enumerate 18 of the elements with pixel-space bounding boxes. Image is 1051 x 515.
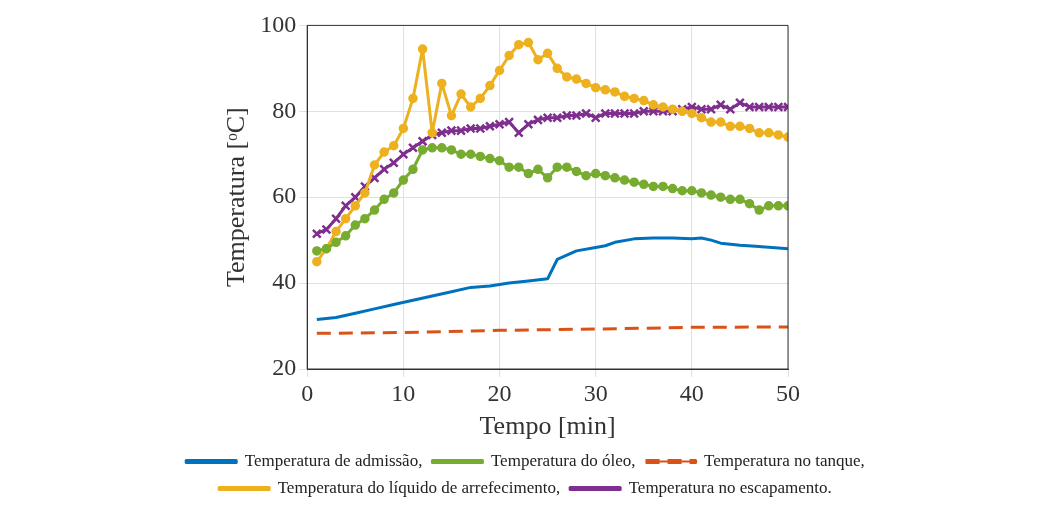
x-tick-label: 50 [776, 379, 800, 406]
y-tick-label: 20 [272, 354, 297, 381]
legend-label: Temperatura de admissão, [244, 450, 423, 470]
x-tick-label: 20 [487, 379, 512, 406]
x-tick-label: 40 [679, 379, 704, 406]
y-axis-title: Temperatura [ᵒC] [221, 107, 251, 288]
y-tick-label: 40 [272, 268, 297, 295]
x-tick-label: 30 [583, 379, 608, 406]
x-tick-label: 0 [301, 379, 314, 406]
y-tick-label: 80 [272, 96, 297, 123]
legend-label: Temperatura do líquido de arrefecimento, [277, 477, 561, 497]
legend-label: Temperatura no escapamento. [628, 477, 832, 497]
y-tick-label: 60 [272, 182, 297, 209]
y-tick-label: 100 [260, 10, 297, 37]
legend-label: Temperatura no tanque, [704, 450, 865, 470]
x-axis-title: Tempo [min] [479, 411, 616, 441]
legend-label: Temperatura do óleo, [490, 450, 636, 470]
x-tick-label: 10 [391, 379, 416, 406]
